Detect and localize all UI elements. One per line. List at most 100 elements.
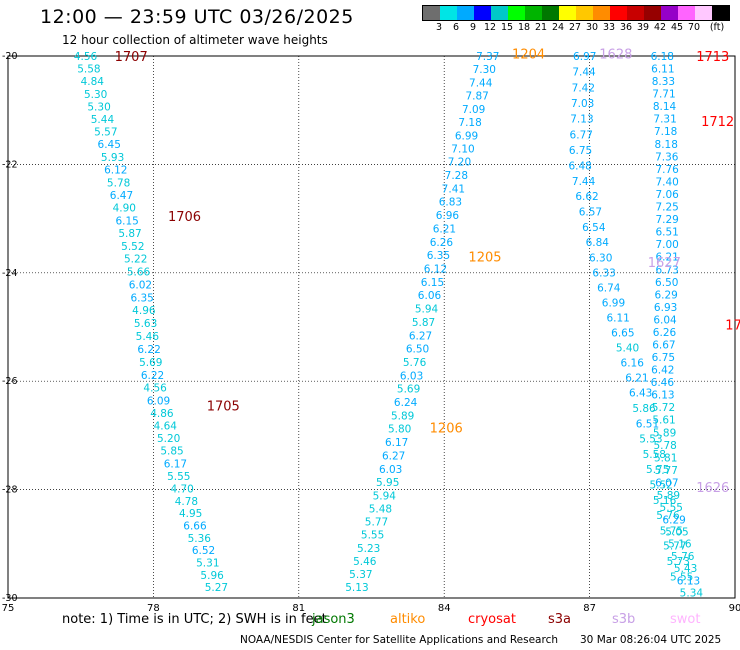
pass-label: 1204 [512,47,545,62]
wave-height-value: 5.16 [653,495,677,507]
wave-height-value: 6.43 [629,388,652,400]
wave-height-value: 5.61 [652,415,675,427]
colorbar-swatch-1 [440,6,457,20]
wave-height-value: 6.62 [575,191,598,203]
wave-height-value: 5.75 [646,464,669,476]
colorbar-label: 24 [551,22,565,33]
wave-height-value: 6.26 [653,327,677,339]
wave-height-value: 6.26 [430,237,454,249]
wave-height-value: 6.57 [579,207,602,219]
pass-label: 1707 [115,50,148,65]
legend-item-s3b: s3b [612,612,636,627]
wave-height-value: 5.77 [663,541,686,553]
colorbar-swatch-8 [559,6,576,20]
wave-height-value: 5.86 [632,403,656,415]
pass-label: 1206 [430,421,463,436]
wave-height-value: 7.37 [476,51,499,63]
colorbar-swatch-9 [576,6,593,20]
wave-height-value: 7.25 [655,202,678,214]
wave-height-value: 6.22 [141,370,164,382]
pass-label: 1705 [207,400,240,415]
wave-height-value: 4.56 [143,383,167,395]
wave-height-value: 4.70 [170,484,193,496]
wave-height-value: 6.45 [98,139,121,151]
wave-height-value: 6.15 [115,215,138,227]
colorbar-swatch-12 [627,6,644,20]
wave-height-value: 5.73 [667,556,690,568]
wave-height-value: 5.52 [121,241,144,253]
wave-height-value: 7.28 [445,170,468,182]
wave-height-value: 5.55 [167,471,190,483]
colorbar-swatch-2 [457,6,474,20]
wave-height-value: 5.52 [649,480,672,492]
wave-height-value: 5.22 [124,254,147,266]
wave-height-value: 5.94 [415,304,439,316]
wave-height-value: 6.27 [409,330,432,342]
pass-label: 1706 [168,210,201,225]
wave-height-value: 5.36 [188,533,212,545]
lon-tick-label: 90 [729,603,740,614]
colorbar-label: 27 [568,22,582,33]
lat-tick-label: -26 [2,376,18,387]
wave-height-value: 5.78 [653,440,676,452]
wave-height-value: 6.50 [406,344,429,356]
colorbar-swatch-5 [508,6,525,20]
wave-height-value: 6.27 [382,450,405,462]
wave-height-value: 4.86 [150,408,174,420]
wave-height-value: 6.35 [427,250,450,262]
wave-height-value: 7.71 [652,89,675,101]
colorbar-swatch-0 [423,6,440,20]
wave-height-value: 7.30 [473,64,496,76]
wave-height-value: 6.67 [652,340,675,352]
wave-height-value: 6.97 [573,51,596,63]
wave-height-value: 6.50 [655,277,678,289]
wave-height-value: 4.56 [74,51,98,63]
colorbar-swatch-6 [525,6,542,20]
wave-height-value: 5.76 [671,551,695,563]
wave-height-value: 6.17 [385,437,408,449]
wave-height-value: 5.80 [388,424,411,436]
wave-height-value: 6.13 [651,390,674,402]
wave-height-value: 6.16 [621,358,645,370]
wave-height-value: 6.12 [104,165,127,177]
wave-height-value: 5.34 [680,588,704,600]
wave-height-value: 7.13 [570,114,593,126]
wave-height-value: 6.03 [379,464,402,476]
legend-item-jason3: jason3 [312,612,355,627]
pass-label: 1627 [648,256,681,271]
wave-height-value: 6.99 [455,130,478,142]
lat-tick-label: -24 [2,268,18,279]
wave-height-value: 5.58 [77,64,100,76]
wave-height-value: 5.55 [660,502,683,514]
wave-height-value: 5.77 [655,465,678,477]
legend-item-altiko: altiko [390,612,426,627]
wave-height-value: 6.29 [662,514,685,526]
wave-height-value: 5.46 [353,556,377,568]
wave-height-value: 5.40 [616,343,639,355]
wave-height-value: 5.66 [127,266,151,278]
lat-tick-label: -22 [2,159,18,170]
wave-height-value: 5.27 [205,582,228,594]
wave-height-value: 5.93 [101,152,124,164]
wave-height-value: 5.77 [365,517,388,529]
wave-height-value: 6.03 [400,370,423,382]
pass-label: 1711 [725,318,740,333]
wave-height-value: 6.47 [110,190,133,202]
legend-item-swot: swot [670,612,701,627]
wave-height-value: 6.46 [651,377,675,389]
wave-height-value: 4.95 [179,508,202,520]
wave-height-value: 5.89 [391,410,414,422]
colorbar-label: 9 [469,22,477,33]
credit-text: NOAA/NESDIS Center for Satellite Applica… [240,634,558,646]
wave-height-value: 6.51 [655,227,678,239]
wave-height-value: 5.87 [412,317,435,329]
wave-height-value: 5.30 [84,89,107,101]
colorbar-swatch-15 [678,6,695,20]
wave-height-value: 5.69 [397,384,420,396]
colorbar-swatch-13 [644,6,661,20]
lon-tick-label: 81 [292,603,305,614]
lon-tick-label: 75 [2,603,15,614]
wave-height-value: 6.22 [137,344,160,356]
colorbar-swatch-14 [661,6,678,20]
